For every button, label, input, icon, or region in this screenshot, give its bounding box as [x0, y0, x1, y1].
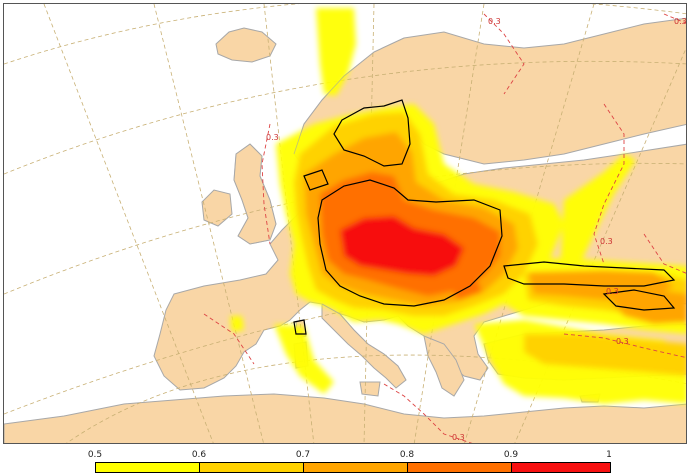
colorbar-tick-label: 0.7	[295, 450, 311, 460]
contour-label: 0.3	[488, 17, 501, 26]
contour-label: 0.3	[606, 287, 619, 296]
colorbar-swatch	[511, 462, 611, 473]
contour-label: 0.3	[600, 237, 613, 246]
contour-central-europe	[317, 179, 503, 307]
colorbar-swatch	[95, 462, 200, 473]
north-africa	[4, 393, 686, 443]
contour-label: 0.3	[674, 17, 687, 26]
contour-scandinavia	[333, 99, 411, 167]
colorbar-tick-label: 0.5	[87, 450, 103, 460]
probability-shading	[230, 8, 686, 404]
greece	[423, 335, 465, 397]
colorbar-tick-label: 0.9	[503, 450, 519, 460]
contour-north-sea	[303, 169, 329, 191]
solid-contours	[293, 99, 676, 335]
dashed-contours	[203, 13, 686, 443]
contour-label: 0.3	[266, 133, 279, 142]
colorbar-swatch	[199, 462, 304, 473]
colorbar-tick-label: 0.6	[191, 450, 207, 460]
contour-label: 0.3	[616, 337, 629, 346]
colorbar-tick-label: 1	[606, 450, 612, 460]
coastlines	[233, 37, 407, 381]
contour-black-sea	[503, 261, 676, 287]
contour-label: 0.3	[452, 433, 465, 442]
contour-corsica	[293, 319, 307, 335]
ireland	[201, 189, 233, 227]
map-frame: 0.3 0.3 0.3 0.3 0.3 0.3 0.3	[3, 3, 687, 444]
probability-map: 0.3 0.3 0.3 0.3 0.3 0.3 0.3	[4, 4, 687, 443]
colorbar-swatch	[303, 462, 408, 473]
contour-east	[602, 289, 676, 311]
iceland	[215, 27, 277, 63]
colorbar: 0.5 0.6 0.7 0.8 0.9 1	[88, 450, 615, 475]
contour-labels: 0.3 0.3 0.3 0.3 0.3 0.3 0.3	[266, 17, 687, 442]
sicily	[359, 381, 381, 397]
colorbar-swatch	[407, 462, 512, 473]
colorbar-tick-label: 0.8	[399, 450, 415, 460]
